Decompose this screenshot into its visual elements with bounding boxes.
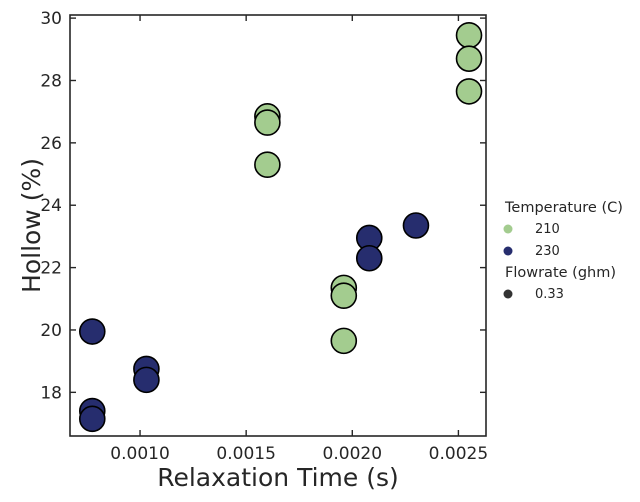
data-point-210	[455, 45, 483, 72]
y-tick-label: 22	[40, 259, 62, 279]
x-axis-label: Relaxation Time (s)	[157, 463, 399, 492]
axis-ticks: 0.0010 0.0015 0.0020 0.0025 18 20 22 24 26 28 30	[40, 9, 488, 464]
legend-label-230: 230	[535, 244, 560, 259]
data-point-210	[455, 21, 483, 49]
y-tick-label: 26	[40, 134, 62, 154]
data-point-210	[455, 78, 483, 105]
legend-marker-0-33	[503, 289, 513, 299]
x-tick-label: 0.0020	[323, 444, 382, 464]
legend-marker-230	[503, 246, 513, 256]
data-point-230	[78, 405, 106, 433]
y-tick-label: 28	[40, 71, 62, 91]
legend-label-210: 210	[535, 222, 560, 237]
legend: Temperature (C) 210 230 Flowrate (ghm) 0…	[503, 200, 623, 302]
legend-title-flowrate: Flowrate (ghm)	[505, 265, 616, 281]
data-point-230	[402, 212, 430, 239]
y-axis-label: Hollow (%)	[17, 158, 46, 293]
data-points	[78, 21, 483, 433]
data-point-230	[133, 366, 160, 394]
legend-marker-210	[503, 224, 513, 234]
y-tick-label: 24	[40, 196, 62, 216]
data-point-210	[330, 327, 358, 355]
legend-label-0-33: 0.33	[535, 287, 564, 302]
data-point-230	[78, 318, 106, 345]
x-tick-label: 0.0015	[216, 444, 275, 464]
legend-title-temperature: Temperature (C)	[504, 200, 623, 216]
plot-frame	[69, 14, 487, 437]
data-point-230	[355, 244, 383, 272]
data-point-210	[254, 151, 281, 178]
y-tick-label: 30	[40, 9, 62, 29]
data-point-210	[330, 282, 358, 309]
x-tick-label: 0.0025	[429, 444, 488, 464]
data-point-210	[254, 109, 281, 136]
x-tick-label: 0.0010	[110, 444, 169, 464]
y-tick-label: 18	[40, 383, 62, 403]
y-tick-label: 20	[40, 321, 62, 341]
